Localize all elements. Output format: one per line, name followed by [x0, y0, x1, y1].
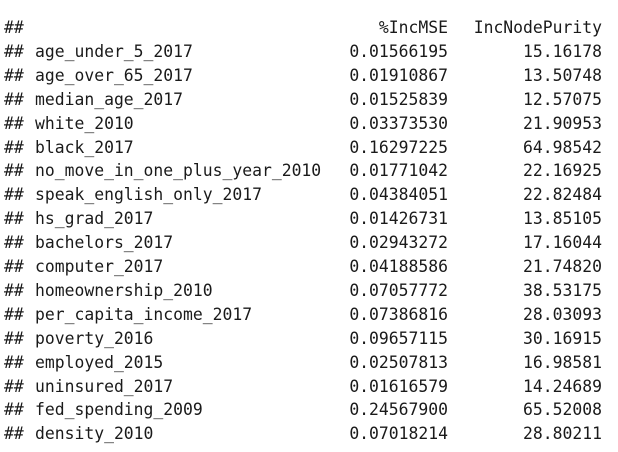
comment-prefix: ## — [4, 65, 24, 85]
variable-name: poverty_2016 — [35, 328, 154, 348]
variable-name: age_under_5_2017 — [35, 41, 193, 61]
table-row: ## computer_2017 0.04188586 21.74820 — [4, 255, 614, 279]
incnodepurity-value: 12.57075 — [523, 89, 602, 109]
comment-prefix: ## — [4, 328, 24, 348]
comment-prefix: ## — [4, 137, 24, 157]
variable-name: white_2010 — [35, 113, 134, 133]
variable-name: homeownership_2010 — [35, 280, 213, 300]
incnodepurity-value: 28.03093 — [523, 304, 602, 324]
variable-name: age_over_65_2017 — [35, 65, 193, 85]
incnodepurity-value: 65.52008 — [523, 400, 602, 420]
variable-name: median_age_2017 — [35, 89, 184, 109]
incnodepurity-value: 30.16915 — [523, 328, 602, 348]
incmse-value: 0.07057772 — [349, 280, 448, 300]
table-row: ## black_2017 0.16297225 64.98542 — [4, 136, 614, 160]
incmse-value: 0.02507813 — [349, 352, 448, 372]
comment-prefix: ## — [4, 280, 24, 300]
table-row: ## white_2010 0.03373530 21.90953 — [4, 112, 614, 136]
incmse-value: 0.16297225 — [349, 137, 448, 157]
variable-name: density_2010 — [35, 424, 154, 444]
table-row: ## poverty_2016 0.09657115 30.16915 — [4, 327, 614, 351]
comment-prefix: ## — [4, 161, 24, 181]
incmse-value: 0.24567900 — [349, 400, 448, 420]
variable-name: speak_english_only_2017 — [35, 185, 262, 205]
variable-name: computer_2017 — [35, 257, 164, 276]
variable-name: bachelors_2017 — [35, 233, 174, 253]
incmse-value: 0.01566195 — [349, 41, 448, 61]
table-row: ## median_age_2017 0.01525839 12.57075 — [4, 88, 614, 112]
comment-prefix: ## — [4, 41, 24, 61]
table-row: ## no_move_in_one_plus_year_2010 0.0177104… — [4, 159, 614, 183]
incmse-value: 0.07018214 — [349, 424, 448, 444]
variable-name: black_2017 — [35, 137, 134, 157]
incnodepurity-value: 22.16925 — [523, 161, 602, 181]
comment-prefix: ## — [4, 424, 24, 444]
incmse-value: 0.03373530 — [349, 113, 448, 133]
variable-name: no_move_in_one_plus_year_2010 — [35, 161, 322, 181]
variable-name: per_capita_income_2017 — [35, 304, 253, 324]
variable-name: hs_grad_2017 — [35, 209, 154, 229]
variable-name: fed_spending_2009 — [35, 400, 203, 420]
comment-prefix: ## — [4, 209, 24, 229]
incnodepurity-value: 21.74820 — [523, 257, 602, 276]
incnodepurity-value: 14.24689 — [523, 376, 602, 396]
comment-prefix: ## — [4, 18, 24, 37]
table-row: ## age_under_5_2017 0.01566195 15.16178 — [4, 40, 614, 64]
incmse-value: 0.02943272 — [349, 233, 448, 253]
incnodepurity-value: 13.85105 — [523, 209, 602, 229]
comment-prefix: ## — [4, 113, 24, 133]
comment-prefix: ## — [4, 257, 24, 276]
table-row: ## age_over_65_2017 0.01910867 13.50748 — [4, 64, 614, 88]
variable-name: employed_2015 — [35, 352, 164, 372]
incmse-value: 0.09657115 — [349, 328, 448, 348]
incmse-value: 0.04384051 — [349, 185, 448, 205]
table-row: ## uninsured_2017 0.01616579 14.24689 — [4, 375, 614, 399]
table-row: ## employed_2015 0.02507813 16.98581 — [4, 351, 614, 375]
table-row: ## per_capita_income_2017 0.07386816 28.030… — [4, 303, 614, 327]
table-row: ## homeownership_2010 0.07057772 38.53175 — [4, 279, 614, 303]
column-header-incnodepurity: IncNodePurity — [473, 18, 602, 37]
incnodepurity-value: 16.98581 — [523, 352, 602, 372]
table-row: ## bachelors_2017 0.02943272 17.16044 — [4, 231, 614, 255]
incnodepurity-value: 38.53175 — [523, 280, 602, 300]
comment-prefix: ## — [4, 352, 24, 372]
incmse-value: 0.01771042 — [349, 161, 448, 181]
incnodepurity-value: 13.50748 — [523, 65, 602, 85]
incmse-value: 0.01525839 — [349, 89, 448, 109]
table-row: ## fed_spending_2009 0.24567900 65.52008 — [4, 398, 614, 422]
incmse-value: 0.01616579 — [349, 376, 448, 396]
incmse-value: 0.01910867 — [349, 65, 448, 85]
comment-prefix: ## — [4, 304, 24, 324]
table-row: ## density_2010 0.07018214 28.80211 — [4, 422, 614, 446]
table-row: ## speak_english_only_2017 0.04384051 22.82… — [4, 183, 614, 207]
table-row: ## hs_grad_2017 0.01426731 13.85105 — [4, 207, 614, 231]
variable-name: uninsured_2017 — [35, 376, 174, 396]
comment-prefix: ## — [4, 233, 24, 253]
incnodepurity-value: 22.82484 — [523, 185, 602, 205]
column-header-incmse: %IncMSE — [378, 18, 448, 37]
incnodepurity-value: 64.98542 — [523, 137, 602, 157]
comment-prefix: ## — [4, 400, 24, 420]
incmse-value: 0.04188586 — [349, 257, 448, 276]
comment-prefix: ## — [4, 89, 24, 109]
incmse-value: 0.07386816 — [349, 304, 448, 324]
incnodepurity-value: 15.16178 — [523, 41, 602, 61]
comment-prefix: ## — [4, 185, 24, 205]
incnodepurity-value: 17.16044 — [523, 233, 602, 253]
incmse-value: 0.01426731 — [349, 209, 448, 229]
incnodepurity-value: 28.80211 — [523, 424, 602, 444]
table-header-row: ## %IncMSE IncNodePurity — [4, 16, 614, 40]
incnodepurity-value: 21.90953 — [523, 113, 602, 133]
comment-prefix: ## — [4, 376, 24, 396]
